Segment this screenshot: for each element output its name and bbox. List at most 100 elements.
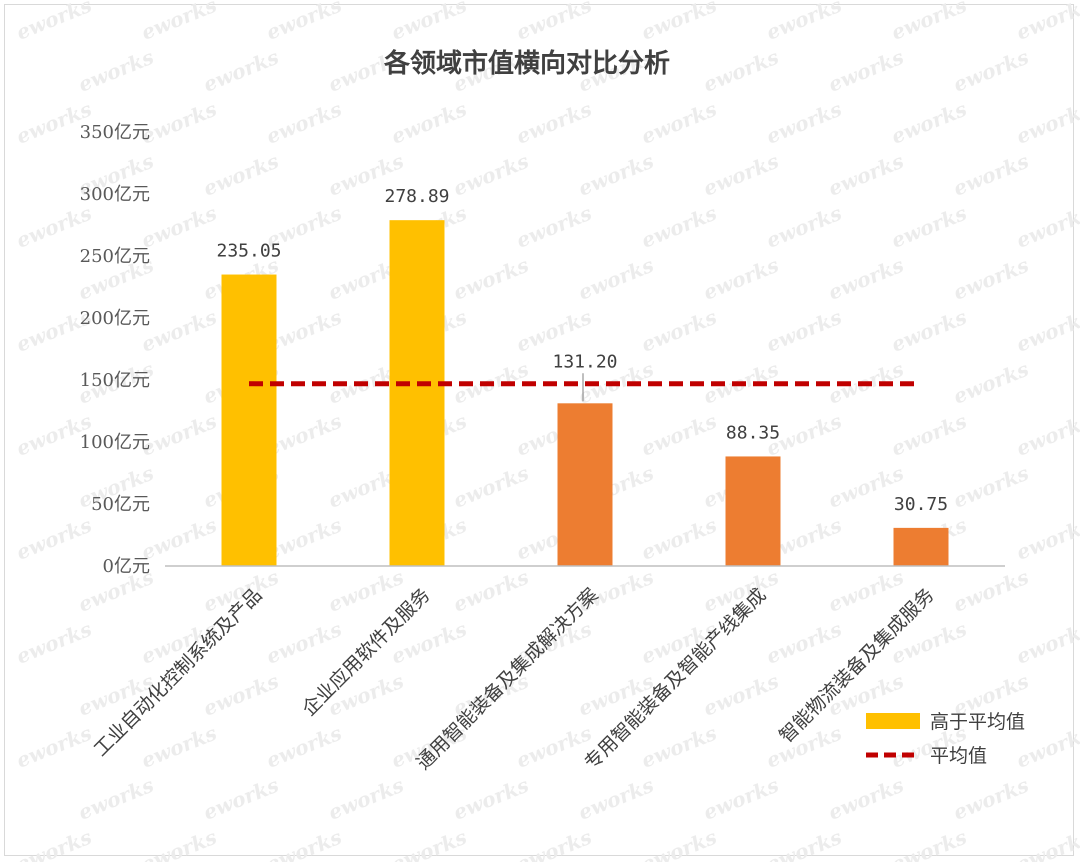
watermark-text: eworks bbox=[13, 721, 95, 773]
watermark-text: eworks bbox=[138, 513, 220, 565]
watermark-text: eworks bbox=[638, 97, 720, 149]
watermark-text: eworks bbox=[950, 45, 1032, 97]
y-tick-label: 50亿元 bbox=[91, 494, 150, 515]
y-tick-label: 350亿元 bbox=[80, 122, 150, 143]
watermark-layer: eworks eworks eworks eworks eworks eworks ewor… bbox=[13, 0, 1080, 862]
watermark-text: eworks bbox=[825, 253, 907, 305]
watermark-text: eworks bbox=[513, 825, 595, 862]
y-tick-label: 100亿元 bbox=[80, 432, 150, 453]
data-label-1: 235.05 bbox=[216, 241, 281, 262]
watermark-text: eworks bbox=[1013, 201, 1080, 253]
watermark-text: eworks bbox=[200, 669, 282, 721]
watermark-text: eworks bbox=[200, 45, 282, 97]
watermark-text: eworks bbox=[513, 721, 595, 773]
watermark-text: eworks bbox=[888, 201, 970, 253]
bar-4 bbox=[725, 456, 781, 566]
watermark-text: eworks bbox=[1075, 669, 1080, 721]
watermark-text: eworks bbox=[1013, 0, 1080, 45]
watermark-text: eworks bbox=[700, 253, 782, 305]
watermark-text: eworks bbox=[513, 97, 595, 149]
watermark-text: eworks bbox=[638, 305, 720, 357]
bars bbox=[221, 220, 949, 567]
bar-1 bbox=[221, 274, 277, 566]
watermark-text: eworks bbox=[700, 149, 782, 201]
watermark-text: eworks bbox=[138, 97, 220, 149]
watermark-text: eworks bbox=[638, 825, 720, 862]
watermark-text: eworks bbox=[638, 409, 720, 461]
watermark-text: eworks bbox=[700, 773, 782, 825]
bar-5 bbox=[893, 527, 949, 566]
watermark-text: eworks bbox=[888, 0, 970, 45]
legend-swatch-above-average bbox=[866, 713, 920, 729]
watermark-text: eworks bbox=[638, 513, 720, 565]
y-tick-label: 250亿元 bbox=[80, 246, 150, 267]
watermark-text: eworks bbox=[1075, 149, 1080, 201]
watermark-text: eworks bbox=[950, 149, 1032, 201]
watermark-text: eworks bbox=[513, 201, 595, 253]
watermark-text: eworks bbox=[1075, 357, 1080, 409]
bar-3 bbox=[557, 403, 613, 566]
watermark-text: eworks bbox=[263, 617, 345, 669]
watermark-text: eworks bbox=[388, 825, 470, 862]
watermark-text: eworks bbox=[450, 253, 532, 305]
watermark-text: eworks bbox=[950, 253, 1032, 305]
watermark-text: eworks bbox=[575, 253, 657, 305]
watermark-text: eworks bbox=[1013, 409, 1080, 461]
watermark-text: eworks bbox=[763, 97, 845, 149]
legend: 高于平均值 平均值 bbox=[866, 711, 1025, 767]
watermark-text: eworks bbox=[825, 773, 907, 825]
watermark-text: eworks bbox=[263, 721, 345, 773]
watermark-text: eworks bbox=[950, 357, 1032, 409]
watermark-text: eworks bbox=[888, 825, 970, 862]
watermark-text: eworks bbox=[450, 773, 532, 825]
watermark-text: eworks bbox=[700, 45, 782, 97]
watermark-text: eworks bbox=[1013, 617, 1080, 669]
watermark-text: eworks bbox=[888, 305, 970, 357]
watermark-text: eworks bbox=[263, 825, 345, 862]
chart-title: 各领域市值横向对比分析 bbox=[383, 48, 670, 79]
watermark-text: eworks bbox=[1013, 305, 1080, 357]
legend-label-average: 平均值 bbox=[930, 745, 987, 767]
watermark-text: eworks bbox=[825, 45, 907, 97]
watermark-text: eworks bbox=[263, 0, 345, 45]
watermark-text: eworks bbox=[763, 0, 845, 45]
watermark-text: eworks bbox=[138, 201, 220, 253]
watermark-text: eworks bbox=[638, 0, 720, 45]
watermark-text: eworks bbox=[75, 45, 157, 97]
watermark-text: eworks bbox=[950, 461, 1032, 513]
watermark-text: eworks bbox=[1075, 45, 1080, 97]
watermark-text: eworks bbox=[825, 149, 907, 201]
watermark-text: eworks bbox=[75, 773, 157, 825]
watermark-text: eworks bbox=[888, 97, 970, 149]
watermark-text: eworks bbox=[575, 773, 657, 825]
watermark-text: eworks bbox=[763, 305, 845, 357]
y-axis: 0亿元 50亿元 100亿元 150亿元 200亿元 250亿元 300亿元 350亿元 bbox=[80, 122, 150, 577]
watermark-text: eworks bbox=[763, 201, 845, 253]
watermark-text: eworks bbox=[200, 773, 282, 825]
y-tick-label: 0亿元 bbox=[103, 556, 150, 577]
watermark-text: eworks bbox=[1075, 565, 1080, 617]
watermark-text: eworks bbox=[763, 825, 845, 862]
watermark-text: eworks bbox=[325, 773, 407, 825]
watermark-text: eworks bbox=[138, 721, 220, 773]
watermark-text: eworks bbox=[825, 565, 907, 617]
watermark-text: eworks bbox=[700, 669, 782, 721]
watermark-text: eworks bbox=[513, 305, 595, 357]
watermark-text: eworks bbox=[638, 201, 720, 253]
watermark-text: eworks bbox=[888, 409, 970, 461]
watermark-text: eworks bbox=[450, 149, 532, 201]
bar-2 bbox=[389, 220, 445, 567]
watermark-text: eworks bbox=[1013, 825, 1080, 862]
data-label-5: 30.75 bbox=[894, 494, 948, 515]
watermark-text: eworks bbox=[138, 825, 220, 862]
watermark-text: eworks bbox=[950, 565, 1032, 617]
watermark-text: eworks bbox=[13, 617, 95, 669]
watermark-text: eworks bbox=[1075, 773, 1080, 825]
watermark-text: eworks bbox=[388, 0, 470, 45]
watermark-text: eworks bbox=[638, 721, 720, 773]
watermark-text: eworks bbox=[138, 0, 220, 45]
y-tick-label: 200亿元 bbox=[80, 308, 150, 329]
watermark-text: eworks bbox=[575, 149, 657, 201]
y-tick-label: 150亿元 bbox=[80, 370, 150, 391]
